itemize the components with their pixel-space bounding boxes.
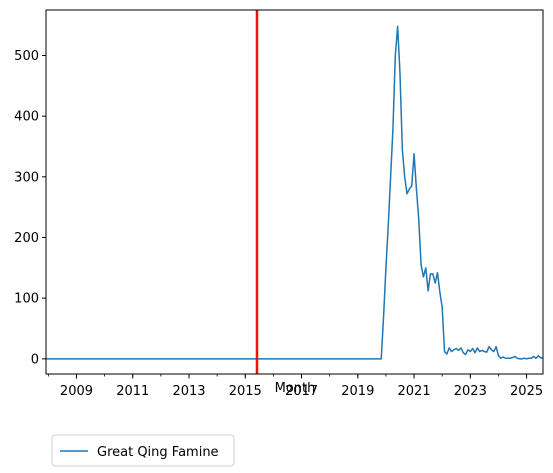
x-tick-label: 2015 [229,384,262,399]
x-tick-label: 2023 [454,384,487,399]
series-line-great-qing-famine [46,25,544,360]
x-tick-label: 2021 [398,384,431,399]
x-tick-label: 2013 [172,384,205,399]
y-tick-label: 500 [14,49,39,64]
y-tick-label: 100 [14,292,39,307]
axes: 0 100 200 300 400 500 2009 2011 2013 2015 2017 2019… [14,9,544,399]
x-axis-label: Month [275,381,316,396]
x-tick-label: 2011 [116,384,149,399]
x-tick-label: 2019 [341,384,374,399]
y-tick-label: 200 [14,231,39,246]
axes-frame [45,9,544,375]
y-tick-label: 0 [31,352,39,367]
legend-label: Great Qing Famine [97,445,219,460]
x-tick-label: 2009 [60,384,93,399]
y-tick-label: 400 [14,110,39,125]
x-tick-label: 2025 [510,384,543,399]
x-tick-label: 2017 [285,384,318,399]
plot-area [46,10,544,374]
legend-box [51,434,235,467]
legend: Great Qing Famine [51,434,235,467]
y-tick-label: 300 [14,170,39,185]
